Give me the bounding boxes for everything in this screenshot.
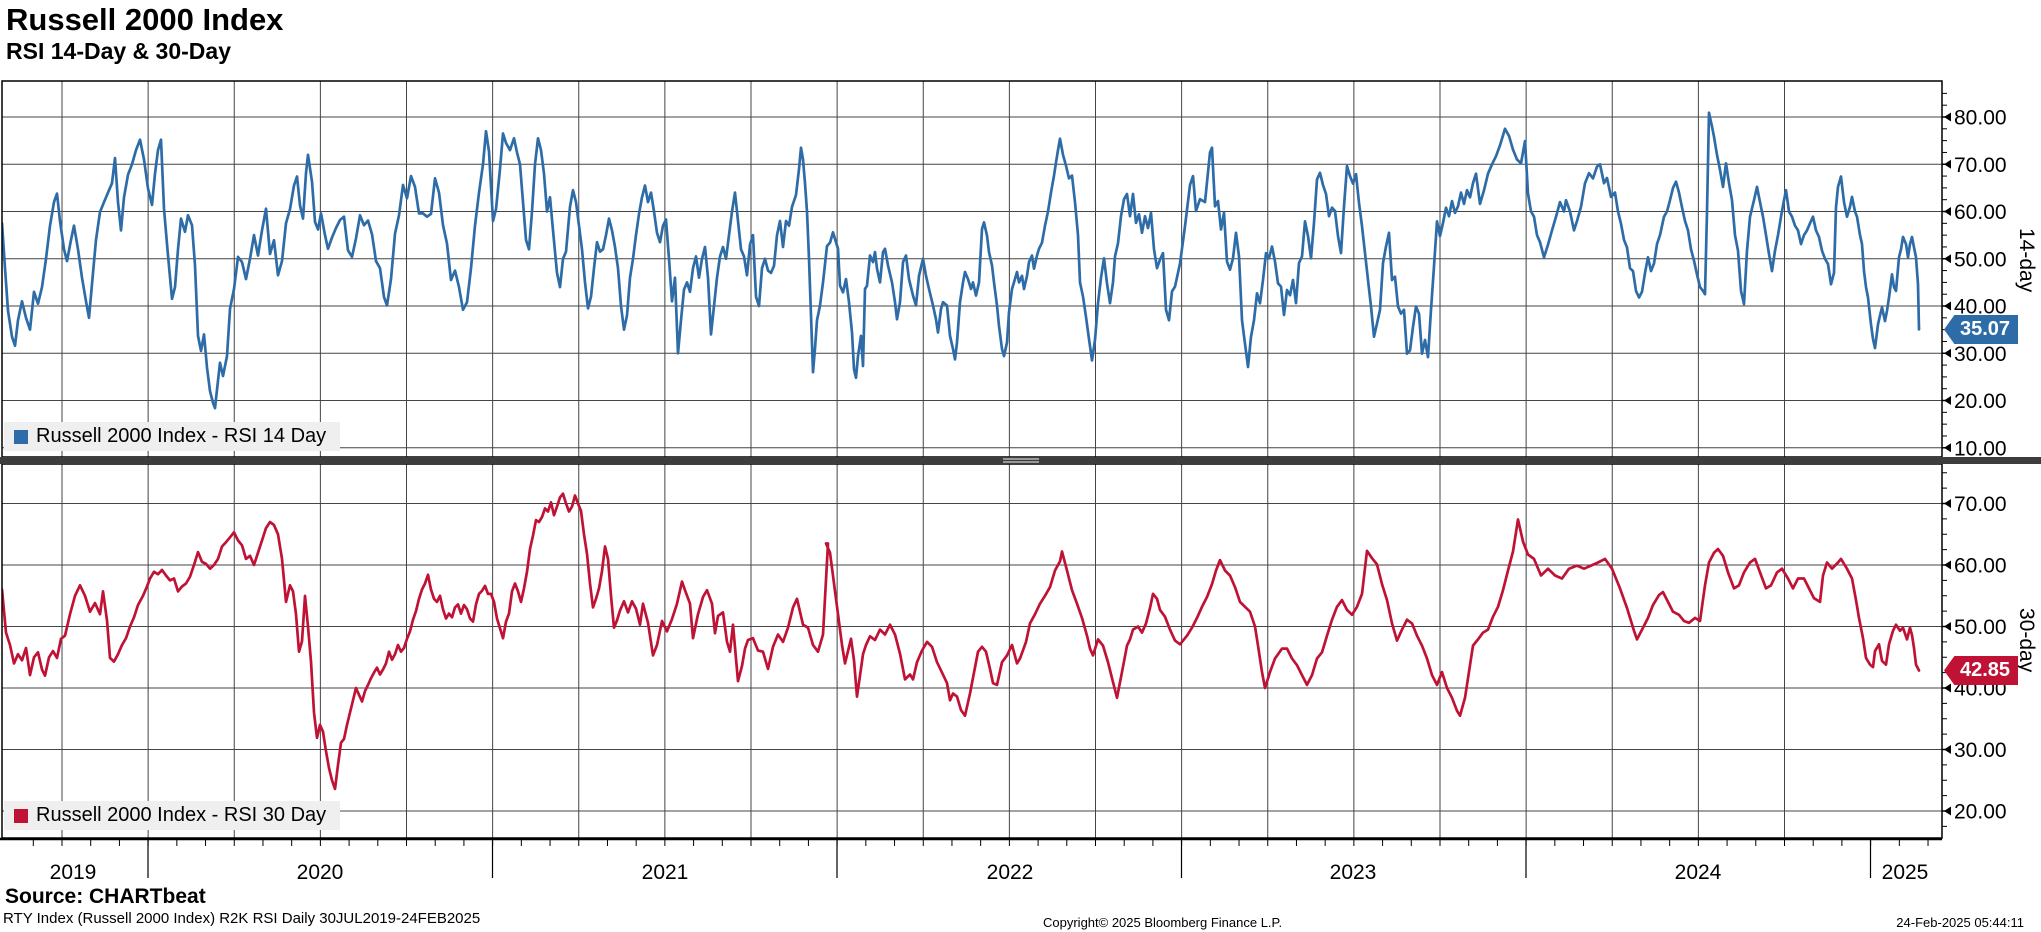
- y-tick-arrow-icon: [1944, 254, 1951, 264]
- rsi30-legend-label: Russell 2000 Index - RSI 30 Day: [36, 804, 327, 826]
- x-year-label: 2024: [1675, 861, 1722, 884]
- y-tick-label: 80.00: [1954, 107, 2007, 130]
- rsi14-legend-swatch-icon: [14, 429, 28, 444]
- x-year-label: 2019: [50, 861, 97, 884]
- y-tick-arrow-icon: [1944, 207, 1951, 217]
- y-tick-arrow-icon: [1944, 683, 1951, 693]
- y-tick-arrow-icon: [1944, 622, 1951, 631]
- y-tick-label: 20.00: [1954, 390, 2007, 413]
- rsi30-last-value-badge: 42.85: [1944, 656, 2018, 685]
- rsi14-line-series: [2, 111, 1921, 410]
- security-description: RTY Index (Russell 2000 Index) R2K RSI D…: [3, 910, 481, 927]
- y-tick-label: 30.00: [1954, 739, 2007, 762]
- copyright-notice: Copyright© 2025 Bloomberg Finance L.P.: [1043, 915, 1283, 930]
- y-tick-arrow-icon: [1944, 499, 1951, 508]
- y-tick-label: 60.00: [1954, 201, 2007, 224]
- y-tick-label: 60.00: [1954, 555, 2007, 578]
- y-tick-arrow-icon: [1944, 112, 1951, 122]
- x-year-label: 2021: [642, 861, 689, 884]
- y-tick-label: 10.00: [1954, 437, 2007, 460]
- y-tick-label: 40.00: [1954, 296, 2007, 319]
- y-tick-arrow-icon: [1944, 348, 1951, 358]
- y-tick-arrow-icon: [1944, 806, 1951, 816]
- y-tick-arrow-icon: [1944, 443, 1951, 453]
- rsi30-line-series: [2, 492, 1921, 791]
- y-tick-label: 30.00: [1954, 343, 2007, 366]
- legend-rsi30[interactable]: Russell 2000 Index - RSI 30 Day: [4, 801, 341, 830]
- source-label: Source: CHARTbeat: [5, 885, 206, 908]
- x-year-label: 2023: [1330, 861, 1377, 884]
- page-subtitle: RSI 14-Day & 30-Day: [6, 38, 231, 64]
- legend-rsi14[interactable]: Russell 2000 Index - RSI 14 Day: [4, 422, 341, 451]
- timestamp: 24-Feb-2025 05:44:11: [1896, 915, 2024, 930]
- panel-splitter[interactable]: [0, 457, 2041, 464]
- y-tick-label: 50.00: [1954, 248, 2007, 271]
- rsi14-last-value-badge: 35.07: [1944, 315, 2018, 344]
- y-tick-label: 20.00: [1954, 801, 2007, 824]
- x-year-label: 2025: [1882, 861, 1929, 884]
- y-tick-label: 70.00: [1954, 493, 2007, 516]
- y-tick-arrow-icon: [1944, 301, 1951, 311]
- x-year-label: 2020: [297, 861, 344, 884]
- panel1-axis-title: 14-day: [2015, 228, 2038, 293]
- panel-border: [1, 463, 1943, 839]
- panel2-axis-title: 30-day: [2015, 608, 2038, 673]
- page-title: Russell 2000 Index: [6, 2, 284, 37]
- rsi30-legend-swatch-icon: [14, 808, 28, 823]
- y-tick-arrow-icon: [1944, 159, 1951, 169]
- y-tick-label: 50.00: [1954, 616, 2007, 639]
- y-tick-arrow-icon: [1944, 396, 1951, 406]
- panel-splitter-grip[interactable]: [1003, 458, 1039, 463]
- x-year-label: 2022: [987, 861, 1034, 884]
- y-tick-arrow-icon: [1944, 745, 1951, 754]
- rsi14-legend-label: Russell 2000 Index - RSI 14 Day: [36, 425, 327, 447]
- y-tick-label: 70.00: [1954, 154, 2007, 177]
- y-tick-arrow-icon: [1944, 560, 1951, 570]
